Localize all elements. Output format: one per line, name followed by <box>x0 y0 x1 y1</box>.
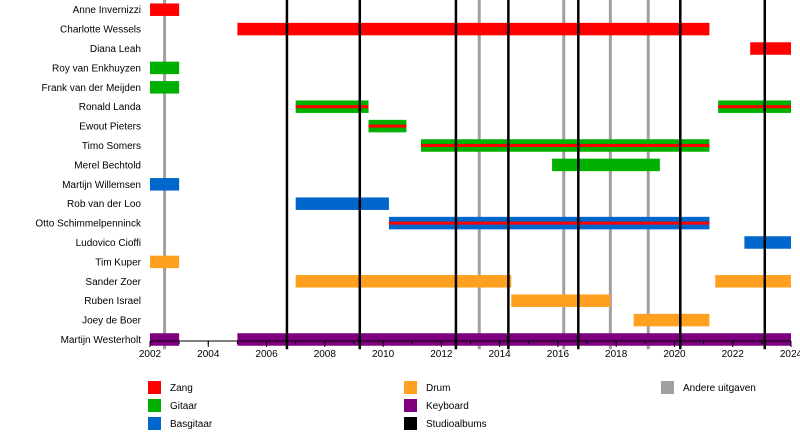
x-tick-label: 2024 <box>780 349 800 360</box>
member-label: Tim Kuper <box>95 257 141 268</box>
other-release-lines <box>163 0 650 350</box>
member-label: Sander Zoer <box>85 277 141 288</box>
member-bars <box>150 3 792 346</box>
member-bar <box>150 81 180 94</box>
member-label: Rob van der Loo <box>67 199 141 210</box>
member-label: Charlotte Wessels <box>60 25 141 36</box>
member-label: Ronald Landa <box>79 102 142 113</box>
member-bar <box>750 42 791 55</box>
member-label: Otto Schimmelpenninck <box>35 219 142 230</box>
legend-swatch <box>404 399 417 412</box>
member-bar <box>633 313 710 327</box>
x-tick-label: 2020 <box>663 349 686 360</box>
member-bar-stripe <box>295 105 369 109</box>
member-bar-stripe <box>718 105 791 109</box>
member-label: Ludovico Cioffi <box>76 238 141 249</box>
member-labels: Anne Invernizzi Charlotte Wessels Diana Le… <box>35 5 142 346</box>
legend-label: Studioalbums <box>426 419 487 430</box>
legend-swatch <box>661 381 674 394</box>
x-tick-label: 2010 <box>372 349 395 360</box>
legend-label: Keyboard <box>426 401 469 412</box>
member-bar <box>150 333 180 346</box>
member-label: Martijn Willemsen <box>62 180 141 191</box>
x-tick-label: 2014 <box>489 349 512 360</box>
member-label: Joey de Boer <box>82 316 142 327</box>
member-bar <box>150 61 180 75</box>
member-bar <box>237 333 792 346</box>
member-label: Ewout Pieters <box>79 122 141 133</box>
legend-swatch <box>148 381 161 394</box>
member-label: Merel Bechtold <box>74 160 141 171</box>
legend-swatch <box>148 399 161 412</box>
legend-swatch <box>148 417 161 430</box>
legend: Zang Gitaar Basgitaar Drum Keyboard Studioalb… <box>148 381 756 430</box>
legend-label: Zang <box>170 383 193 394</box>
member-label: Martijn Westerholt <box>61 335 142 346</box>
member-bar <box>295 275 512 288</box>
member-bar <box>150 178 180 191</box>
x-tick-label: 2008 <box>314 349 337 360</box>
x-tick-label: 2006 <box>255 349 278 360</box>
member-bar <box>237 22 710 36</box>
member-label: Ruben Israel <box>84 296 141 307</box>
member-bar <box>552 158 660 172</box>
legend-swatch <box>404 417 417 430</box>
member-label: Timo Somers <box>82 141 141 152</box>
studio-album-lines <box>285 0 767 350</box>
legend-label: Basgitaar <box>170 419 213 430</box>
member-bar <box>295 197 389 210</box>
legend-label: Gitaar <box>170 401 198 412</box>
member-label: Frank van der Meijden <box>42 83 142 94</box>
x-tick-label: 2002 <box>139 349 162 360</box>
member-bar <box>150 3 180 16</box>
x-tick-label: 2004 <box>197 349 220 360</box>
legend-label: Drum <box>426 383 450 394</box>
member-bar-stripe <box>388 221 710 225</box>
x-axis: 2002 2004 2006 2008 2010 2012 2014 2016 2018 2020… <box>139 340 800 360</box>
member-bar <box>511 294 611 307</box>
member-label: Anne Invernizzi <box>73 5 141 16</box>
member-bar <box>715 275 791 288</box>
member-bar-stripe <box>420 144 710 147</box>
x-tick-label: 2022 <box>722 349 745 360</box>
x-tick-label: 2012 <box>430 349 453 360</box>
x-tick-label: 2016 <box>547 349 570 360</box>
x-tick-label: 2018 <box>605 349 628 360</box>
legend-swatch <box>404 381 417 394</box>
member-bar <box>744 236 791 249</box>
legend-label: Andere uitgaven <box>683 383 756 394</box>
member-bar <box>150 255 180 269</box>
member-label: Roy van Enkhuyzen <box>52 63 141 74</box>
member-bar-stripe <box>368 124 407 128</box>
member-label: Diana Leah <box>90 44 141 55</box>
